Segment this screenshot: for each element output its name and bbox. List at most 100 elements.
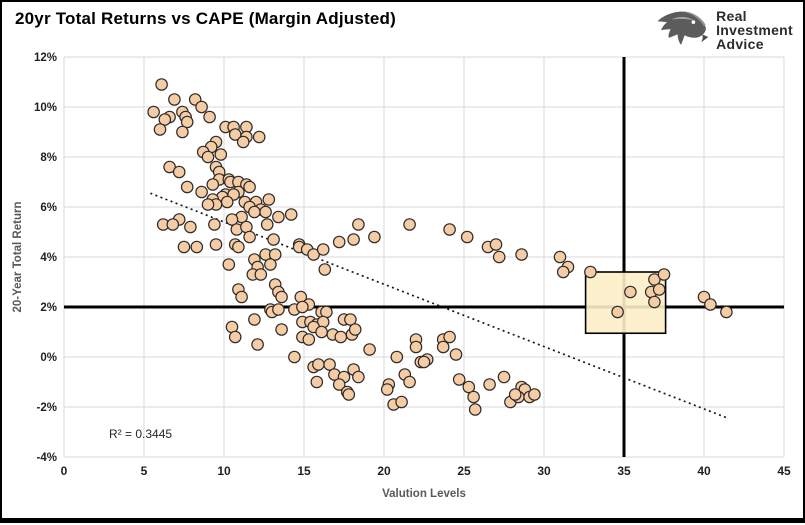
- data-point: [508, 388, 522, 401]
- data-point: [176, 125, 189, 139]
- x-tick-label: 25: [457, 464, 471, 478]
- data-point: [251, 338, 264, 351]
- data-point: [417, 355, 431, 369]
- data-point: [228, 330, 242, 344]
- data-point: [347, 233, 360, 246]
- data-point: [243, 230, 256, 244]
- x-tick-label: 35: [617, 464, 631, 478]
- x-tick-label: 15: [297, 464, 311, 478]
- data-point: [259, 205, 272, 219]
- data-point: [334, 330, 348, 344]
- y-tick-label: 4%: [40, 252, 57, 264]
- data-point: [201, 150, 215, 164]
- data-point: [296, 300, 309, 314]
- data-point: [209, 238, 223, 251]
- data-point: [208, 218, 221, 231]
- data-point: [462, 380, 476, 394]
- brand-logo-text: Real Investment Advice: [716, 9, 793, 51]
- data-point: [556, 265, 570, 279]
- data-point: [310, 375, 324, 389]
- y-tick-label: -4%: [37, 452, 57, 464]
- data-point: [252, 130, 266, 144]
- data-point: [315, 325, 328, 339]
- data-point: [236, 135, 250, 149]
- data-point: [657, 268, 671, 281]
- data-point: [316, 243, 330, 256]
- x-tick-label: 45: [777, 464, 791, 478]
- y-tick-label: -2%: [37, 402, 57, 414]
- data-point: [184, 220, 197, 234]
- data-point: [403, 375, 416, 389]
- data-point: [436, 340, 450, 354]
- data-point: [220, 195, 234, 209]
- data-point: [163, 160, 176, 174]
- data-point: [153, 123, 167, 136]
- data-point: [460, 230, 474, 244]
- data-point: [214, 148, 228, 161]
- data-point: [168, 93, 181, 106]
- data-point: [195, 100, 208, 114]
- data-point: [155, 78, 168, 91]
- data-point: [248, 205, 261, 219]
- data-point: [302, 333, 316, 346]
- data-point: [201, 198, 215, 211]
- data-point: [368, 230, 381, 244]
- eagle-logo-icon: [657, 11, 709, 45]
- logo-line-3: Advice: [716, 36, 764, 52]
- logo-line-1: Real: [716, 8, 747, 24]
- x-tick-label: 10: [217, 464, 231, 478]
- r-squared-label: R² = 0.3445: [109, 427, 172, 441]
- data-point: [352, 218, 365, 231]
- y-tick-label: 10%: [34, 102, 57, 114]
- data-point: [275, 323, 288, 336]
- x-tick-label: 0: [61, 464, 68, 478]
- y-tick-label: 8%: [40, 152, 57, 164]
- data-point: [648, 295, 661, 309]
- data-point: [232, 240, 245, 254]
- logo-line-2: Investment: [716, 22, 793, 38]
- data-point: [264, 258, 277, 271]
- y-axis-title: 20-Year Total Return: [12, 202, 24, 313]
- data-point: [492, 250, 506, 264]
- data-point: [147, 105, 160, 119]
- data-point: [272, 303, 285, 316]
- data-point: [312, 358, 325, 371]
- data-point: [332, 378, 346, 391]
- data-point: [243, 180, 256, 194]
- data-point: [395, 395, 408, 409]
- data-point: [222, 258, 236, 271]
- data-point: [443, 223, 456, 236]
- y-tick-label: 12%: [34, 52, 57, 64]
- x-tick-label: 5: [141, 464, 148, 478]
- data-point: [403, 218, 416, 231]
- data-point: [489, 238, 503, 251]
- data-point: [206, 178, 220, 191]
- data-point: [483, 378, 496, 391]
- x-axis-title: Valution Levels: [382, 488, 466, 500]
- data-point: [268, 248, 282, 261]
- data-point: [203, 110, 216, 124]
- data-point: [553, 250, 567, 264]
- data-point: [468, 403, 482, 416]
- data-point: [195, 185, 208, 199]
- data-point: [390, 350, 404, 364]
- data-point: [515, 248, 528, 261]
- data-point: [284, 208, 298, 221]
- data-point: [307, 248, 320, 261]
- brand-logo: Real Investment Advice: [654, 7, 793, 53]
- data-point: [584, 265, 597, 279]
- x-tick-label: 20: [377, 464, 391, 478]
- data-point: [409, 340, 423, 354]
- data-point: [332, 235, 346, 249]
- scatter-points: [147, 78, 733, 416]
- page-title: 20yr Total Returns vs CAPE (Margin Adjus…: [15, 9, 396, 28]
- data-point: [363, 343, 376, 356]
- data-point: [275, 290, 288, 304]
- data-point: [323, 358, 336, 371]
- data-point: [190, 240, 204, 254]
- data-point: [267, 233, 280, 246]
- data-point: [180, 115, 194, 129]
- data-point: [342, 388, 356, 401]
- data-point: [262, 193, 276, 206]
